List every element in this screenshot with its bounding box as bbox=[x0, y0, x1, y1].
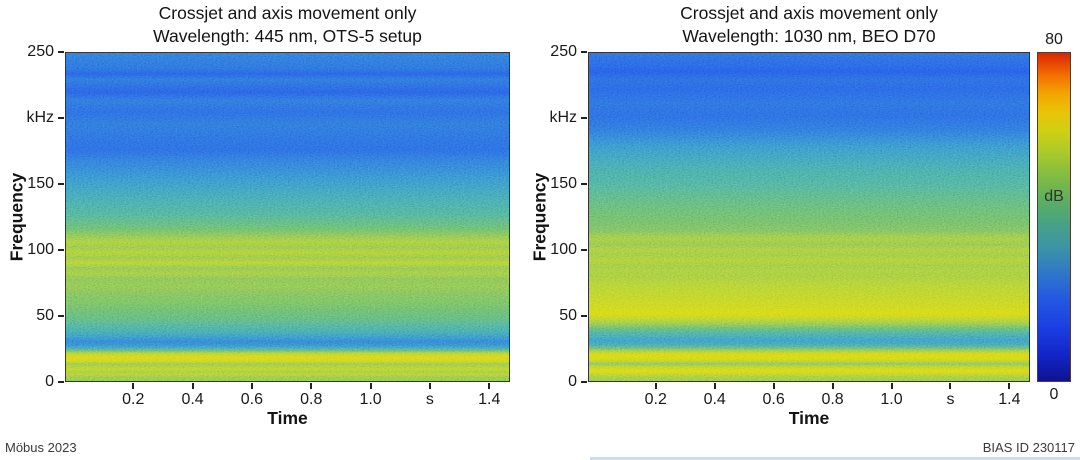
y-tick-label: 250 bbox=[27, 43, 54, 60]
x-tick-mark bbox=[1008, 383, 1011, 389]
x-tick-mark bbox=[191, 383, 194, 389]
y-tick-mark bbox=[58, 249, 64, 251]
x-tick-mark bbox=[831, 383, 834, 389]
bottom-edge-artifact bbox=[590, 457, 1080, 460]
left-plot-area: 0.2 0.4 0.6 0.8 1.0 s 1.4 250 kHz 150 100 50 0 bbox=[26, 43, 510, 408]
right-plot-title-line2: Wavelength: 1030 nm, BEO D70 bbox=[682, 26, 936, 46]
y-tick-mark bbox=[58, 381, 64, 383]
y-tick-mark bbox=[58, 51, 64, 53]
right-plot-title-line1: Crossjet and axis movement only bbox=[680, 3, 938, 23]
right-plot-area: 0.2 0.4 0.6 0.8 1.0 s 1.4 250 kHz 150 100 50 0 bbox=[549, 43, 1030, 408]
x-tick-label: 0.2 bbox=[122, 391, 145, 408]
x-tick-label: 0.2 bbox=[644, 391, 667, 408]
x-tick-mark bbox=[310, 383, 313, 389]
left-plot-title: Crossjet and axis movement only Waveleng… bbox=[65, 2, 510, 48]
y-tick-mark bbox=[581, 51, 587, 53]
right-plot-title: Crossjet and axis movement only Waveleng… bbox=[588, 2, 1030, 48]
x-tick-label: 0.6 bbox=[762, 391, 785, 408]
x-tick-mark bbox=[772, 383, 775, 389]
x-tick-mark bbox=[428, 383, 431, 389]
figure-id: BIAS ID 230117 bbox=[982, 440, 1075, 455]
y-tick-mark bbox=[581, 315, 587, 317]
x-tick-label: 1.0 bbox=[359, 391, 382, 408]
y-tick-mark bbox=[581, 249, 587, 251]
y-tick-label: 150 bbox=[27, 175, 54, 192]
x-tick-mark bbox=[488, 383, 491, 389]
left-x-axis-label: Time bbox=[267, 408, 308, 428]
x-tick-label: 0.8 bbox=[300, 391, 323, 408]
x-tick-mark bbox=[654, 383, 657, 389]
x-tick-label: 1.4 bbox=[478, 391, 501, 408]
y-tick-label: 100 bbox=[550, 241, 577, 258]
colorbar-max-label: 80 bbox=[1045, 31, 1063, 48]
left-y-axis-label: Frequency bbox=[6, 172, 27, 262]
y-tick-mark bbox=[581, 183, 587, 185]
left-plot-title-line1: Crossjet and axis movement only bbox=[158, 3, 417, 23]
x-tick-mark bbox=[713, 383, 716, 389]
x-tick-label: s bbox=[425, 391, 434, 408]
colorbar-area: 80 dB 0 bbox=[1037, 31, 1071, 403]
y-tick-label: kHz bbox=[26, 109, 54, 126]
y-tick-label: 50 bbox=[36, 307, 54, 324]
right-y-axis-label: Frequency bbox=[529, 172, 550, 262]
x-tick-label: 0.4 bbox=[703, 391, 726, 408]
x-tick-mark bbox=[890, 383, 893, 389]
right-spectrogram bbox=[588, 52, 1030, 382]
x-tick-mark bbox=[250, 383, 253, 389]
x-tick-label: 0.8 bbox=[821, 391, 844, 408]
y-tick-label: 150 bbox=[550, 175, 577, 192]
y-tick-label: 0 bbox=[45, 373, 54, 390]
y-tick-mark bbox=[58, 315, 64, 317]
left-spectrogram bbox=[65, 52, 510, 382]
y-tick-label: kHz bbox=[549, 109, 577, 126]
y-tick-label: 50 bbox=[559, 307, 577, 324]
colorbar-unit-label: dB bbox=[1044, 188, 1064, 206]
y-tick-label: 0 bbox=[568, 373, 577, 390]
x-tick-label: 0.4 bbox=[181, 391, 204, 408]
x-tick-label: 1.4 bbox=[998, 391, 1021, 408]
author-credit: Möbus 2023 bbox=[5, 440, 77, 455]
y-tick-mark bbox=[58, 117, 64, 119]
left-plot-title-line2: Wavelength: 445 nm, OTS-5 setup bbox=[153, 26, 422, 46]
x-tick-label: s bbox=[946, 391, 955, 408]
x-tick-mark bbox=[132, 383, 135, 389]
x-tick-mark bbox=[949, 383, 952, 389]
y-tick-label: 100 bbox=[27, 241, 54, 258]
y-tick-mark bbox=[581, 381, 587, 383]
y-tick-label: 250 bbox=[550, 43, 577, 60]
x-tick-label: 0.6 bbox=[240, 391, 264, 408]
y-tick-mark bbox=[58, 183, 64, 185]
x-tick-mark bbox=[369, 383, 372, 389]
y-tick-mark bbox=[581, 117, 587, 119]
colorbar-min-label: 0 bbox=[1049, 386, 1059, 403]
colorbar: dB bbox=[1037, 52, 1071, 382]
right-x-axis-label: Time bbox=[788, 408, 830, 428]
x-tick-label: 1.0 bbox=[880, 391, 903, 408]
